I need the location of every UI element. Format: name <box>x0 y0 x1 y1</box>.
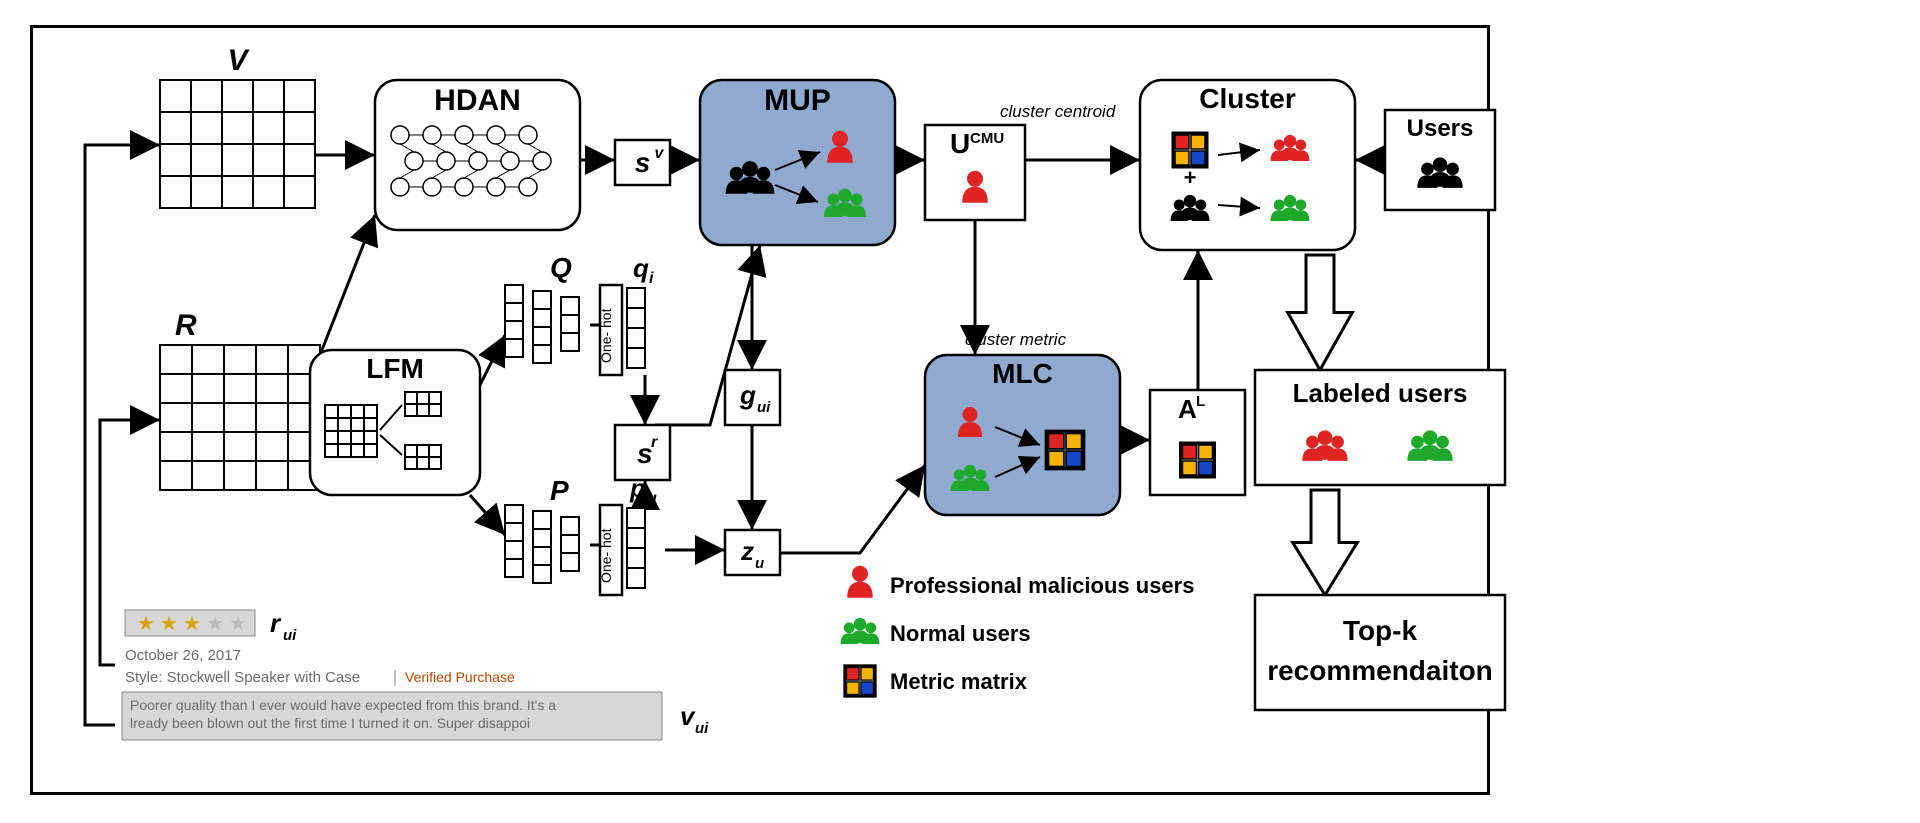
svg-text:Professional malicious users: Professional malicious users <box>890 573 1194 598</box>
svg-text:g: g <box>739 380 756 410</box>
svg-text:Users: Users <box>1407 115 1474 142</box>
svg-text:Poorer quality than I ever wou: Poorer quality than I ever would have ex… <box>130 697 556 713</box>
svg-text:★: ★ <box>160 613 178 635</box>
svg-text:Q: Q <box>550 252 572 283</box>
svg-text:Cluster: Cluster <box>1199 83 1296 114</box>
svg-text:LFM: LFM <box>366 353 424 384</box>
svg-text:A: A <box>1178 394 1197 424</box>
svg-text:One- hot: One- hot <box>598 528 614 583</box>
svg-text:cluster centroid: cluster centroid <box>1000 102 1116 121</box>
svg-text:u: u <box>755 555 764 572</box>
svg-text:Labeled users: Labeled users <box>1293 378 1468 408</box>
svg-text:MUP: MUP <box>764 84 831 117</box>
svg-text:★: ★ <box>229 613 247 635</box>
edge-layer: VRHDANsvMUPUCMUcluster centroidCluster+U… <box>0 0 1920 823</box>
svg-text:October 26, 2017: October 26, 2017 <box>125 647 241 664</box>
svg-text:+: + <box>1184 165 1197 190</box>
svg-text:i: i <box>649 270 654 287</box>
svg-text:R: R <box>175 309 197 342</box>
svg-text:L: L <box>1196 393 1205 410</box>
svg-text:★: ★ <box>206 613 224 635</box>
svg-text:P: P <box>550 475 569 506</box>
svg-text:V: V <box>228 44 251 77</box>
svg-text:r: r <box>270 608 282 638</box>
svg-text:r: r <box>651 434 658 451</box>
svg-text:ui: ui <box>283 627 297 644</box>
svg-text:cluster metric: cluster metric <box>965 330 1067 349</box>
svg-text:HDAN: HDAN <box>434 84 521 117</box>
svg-text:One- hot: One- hot <box>598 308 614 363</box>
svg-text:Normal users: Normal users <box>890 621 1031 646</box>
svg-text:ui: ui <box>695 720 709 737</box>
svg-text:lready been blown out the firs: lready been blown out the first time I t… <box>130 715 530 731</box>
svg-text:Top-k: Top-k <box>1343 615 1418 646</box>
svg-text:CMU: CMU <box>970 130 1004 147</box>
svg-text:U: U <box>950 128 970 159</box>
svg-text:s: s <box>635 147 651 178</box>
svg-text:MLC: MLC <box>992 358 1053 389</box>
svg-text:★: ★ <box>137 613 155 635</box>
svg-text:Verified Purchase: Verified Purchase <box>405 669 515 685</box>
svg-text:u: u <box>647 490 657 507</box>
svg-text:Style: Stockwell Speaker with: Style: Stockwell Speaker with Case <box>125 669 360 686</box>
svg-text:recommendaiton: recommendaiton <box>1267 655 1493 686</box>
svg-text:z: z <box>740 536 754 566</box>
svg-text:ui: ui <box>757 399 771 416</box>
svg-text:v: v <box>680 701 696 731</box>
svg-text:Metric matrix: Metric matrix <box>890 669 1028 694</box>
svg-text:v: v <box>655 145 665 162</box>
svg-text:q: q <box>633 253 649 283</box>
svg-text:★: ★ <box>183 613 201 635</box>
